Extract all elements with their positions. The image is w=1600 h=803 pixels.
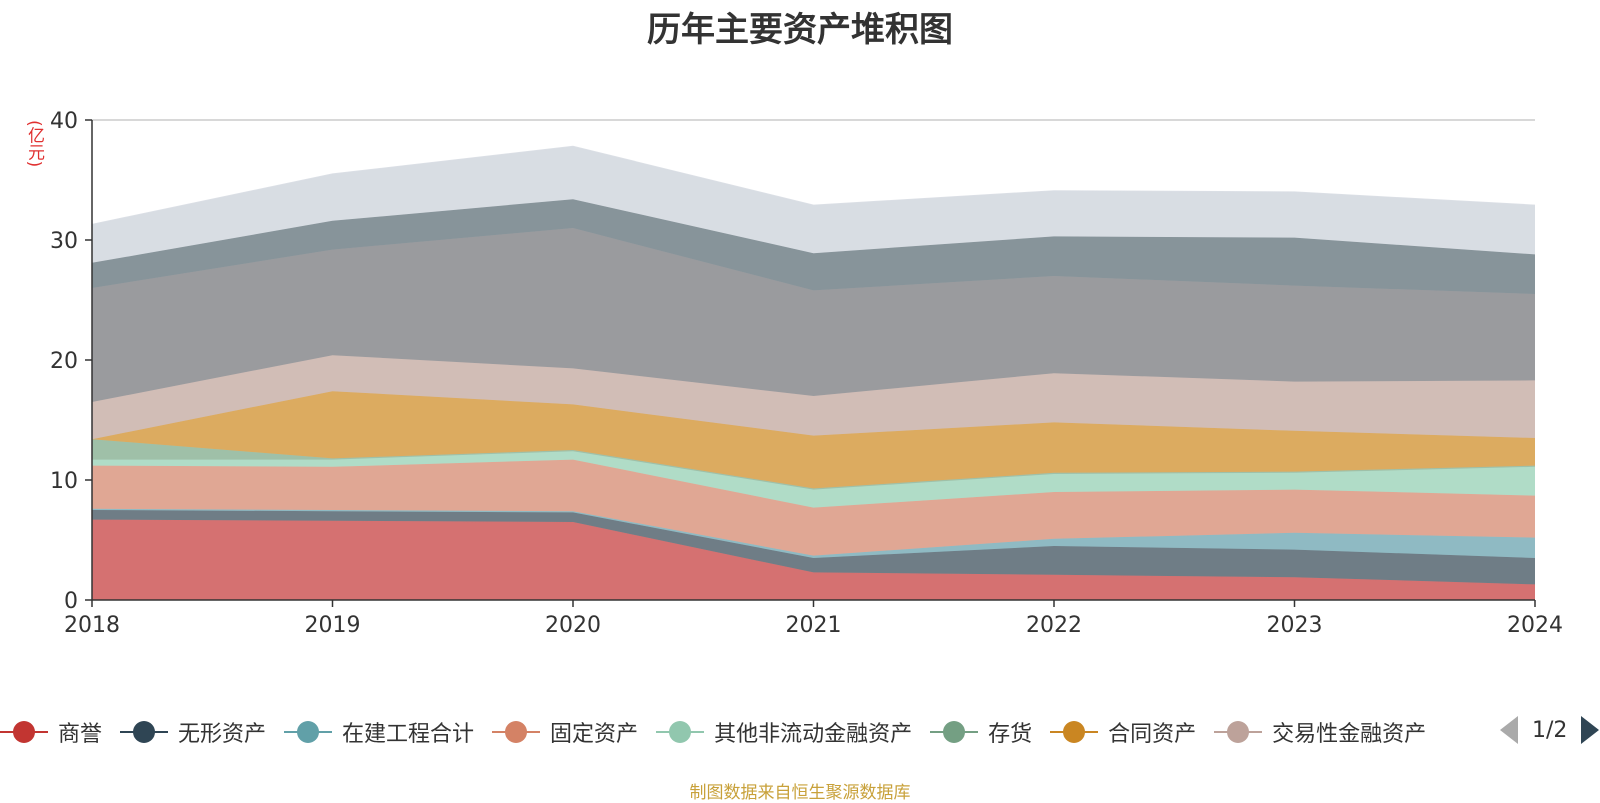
y-tick-label: 0 bbox=[64, 589, 78, 614]
legend-item-6[interactable]: 存货 bbox=[930, 716, 1032, 748]
x-tick-label: 2019 bbox=[305, 613, 361, 638]
x-tick-label: 2021 bbox=[786, 613, 842, 638]
legend-pager: 1/2 bbox=[1500, 716, 1600, 744]
y-tick-label: 20 bbox=[50, 349, 78, 374]
legend-item-5[interactable]: 其他非流动金融资产 bbox=[656, 716, 912, 748]
legend-prev-page-icon[interactable] bbox=[1500, 716, 1518, 744]
legend-item-3[interactable]: 在建工程合计 bbox=[284, 716, 474, 748]
y-tick-label: 40 bbox=[50, 109, 78, 134]
y-tick-label: 10 bbox=[50, 469, 78, 494]
legend-label: 合同资产 bbox=[1108, 722, 1197, 747]
legend-marker-icon bbox=[284, 720, 333, 744]
legend-item-8[interactable]: 交易性金融资产 bbox=[1214, 716, 1426, 748]
legend-label: 在建工程合计 bbox=[342, 722, 475, 747]
legend-item-1[interactable]: 商誉 bbox=[0, 716, 102, 748]
legend-marker-icon bbox=[1050, 720, 1099, 744]
legend-label: 交易性金融资产 bbox=[1272, 722, 1427, 747]
legend-marker-icon bbox=[656, 720, 705, 744]
area-series bbox=[91, 145, 1536, 600]
legend-marker-icon bbox=[930, 720, 979, 744]
area-series-10[interactable] bbox=[92, 199, 1535, 294]
legend: 商誉 无形资产 在建工程合计 固定资产 其他非流动金融资产 存货 合同资产 交易性金融资产 bbox=[0, 716, 1482, 752]
chart-title: 历年主要资产堆积图 bbox=[647, 10, 953, 50]
legend-item-4[interactable]: 固定资产 bbox=[492, 716, 638, 748]
area-series-1[interactable] bbox=[92, 519, 1535, 600]
area-series-9[interactable] bbox=[92, 228, 1535, 402]
legend-label: 其他非流动金融资产 bbox=[714, 722, 913, 747]
legend-marker-icon bbox=[0, 720, 48, 744]
legend-marker-icon bbox=[1214, 720, 1263, 744]
area-series-3[interactable] bbox=[92, 508, 1535, 558]
x-tick-label: 2020 bbox=[545, 613, 601, 638]
data-source-note: 制图数据来自恒生聚源数据库 bbox=[689, 783, 911, 803]
area-series-2[interactable] bbox=[92, 510, 1535, 585]
legend-marker-icon bbox=[492, 720, 541, 744]
legend-label: 无形资产 bbox=[178, 722, 267, 747]
area-series-11[interactable] bbox=[92, 146, 1535, 263]
stacked-area-chart: 0 10 20 30 40 2018 2019 2020 2021 2022 2023 2024 bbox=[50, 109, 1563, 638]
x-tick-label: 2023 bbox=[1267, 613, 1323, 638]
y-tick-label: 30 bbox=[50, 229, 78, 254]
legend-label: 固定资产 bbox=[550, 722, 639, 747]
legend-page-indicator: 1/2 bbox=[1532, 717, 1568, 743]
legend-item-7[interactable]: 合同资产 bbox=[1050, 716, 1196, 748]
x-tick-label: 2024 bbox=[1507, 613, 1563, 638]
legend-next-page-icon[interactable] bbox=[1581, 716, 1600, 744]
area-series-line-11 bbox=[91, 145, 1536, 225]
y-axis-unit-label: (亿元) bbox=[24, 120, 44, 168]
area-series-5[interactable] bbox=[92, 451, 1535, 508]
area-series-8[interactable] bbox=[92, 355, 1535, 440]
legend-label: 存货 bbox=[988, 722, 1033, 747]
legend-item-2[interactable]: 无形资产 bbox=[120, 716, 266, 748]
legend-label: 商誉 bbox=[58, 722, 103, 747]
area-series-4[interactable] bbox=[92, 459, 1535, 556]
area-series-7[interactable] bbox=[92, 391, 1535, 489]
legend-marker-icon bbox=[120, 720, 169, 744]
axes: 0 10 20 30 40 2018 2019 2020 2021 2022 2023 2024 bbox=[50, 109, 1563, 638]
x-tick-label: 2022 bbox=[1026, 613, 1082, 638]
x-tick-label: 2018 bbox=[64, 613, 120, 638]
